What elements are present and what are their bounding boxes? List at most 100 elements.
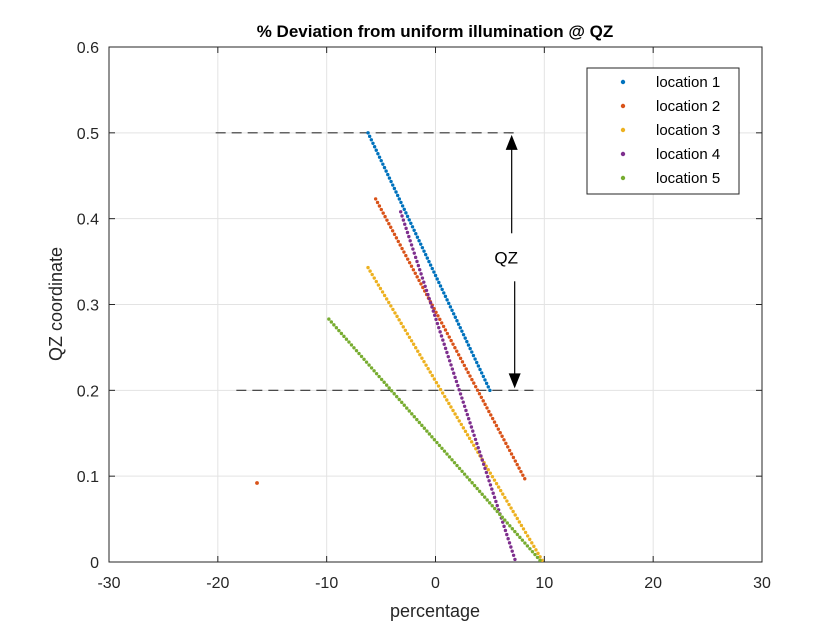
data-point — [430, 435, 434, 439]
data-point — [423, 284, 427, 288]
data-point — [471, 429, 475, 433]
data-point — [473, 384, 478, 389]
data-point — [463, 429, 468, 434]
data-point — [434, 317, 438, 322]
data-point — [445, 331, 450, 336]
data-point — [452, 371, 456, 375]
data-point — [455, 349, 459, 353]
data-point — [446, 354, 450, 359]
data-point — [521, 527, 526, 531]
data-point — [473, 357, 477, 361]
data-point — [476, 364, 481, 368]
data-point — [402, 403, 406, 407]
data-point — [416, 263, 421, 268]
data-point — [419, 272, 423, 276]
data-point — [436, 314, 440, 318]
data-point — [484, 381, 489, 386]
data-point — [431, 309, 436, 313]
qz-arrow-head-down — [508, 373, 521, 389]
data-point — [466, 370, 470, 375]
data-point — [373, 197, 378, 201]
data-point — [530, 549, 535, 554]
data-point — [483, 402, 487, 407]
data-point — [476, 445, 480, 450]
data-point — [477, 450, 482, 454]
data-point — [472, 433, 476, 437]
data-point — [498, 430, 502, 435]
data-point — [525, 544, 530, 548]
data-point — [377, 204, 382, 208]
data-point — [382, 165, 387, 170]
data-point — [495, 509, 499, 514]
y-tick-label: 0.4 — [77, 212, 99, 229]
data-point — [470, 377, 474, 382]
data-point — [492, 495, 497, 500]
data-point — [384, 383, 389, 387]
data-point — [515, 462, 519, 467]
data-point — [488, 483, 493, 487]
data-point — [409, 264, 414, 268]
data-point — [455, 319, 459, 323]
data-point — [415, 275, 419, 279]
data-point — [438, 317, 442, 322]
data-point — [461, 400, 465, 404]
data-point — [530, 541, 534, 545]
data-point — [481, 462, 486, 466]
data-point — [465, 412, 470, 417]
data-point — [449, 405, 453, 409]
legend-marker — [620, 151, 626, 157]
data-point — [469, 425, 474, 429]
data-point — [518, 535, 522, 540]
data-point — [374, 279, 379, 284]
data-point — [480, 492, 484, 496]
data-point — [390, 229, 395, 233]
data-point — [447, 359, 452, 363]
data-point — [372, 276, 376, 280]
data-point — [440, 446, 444, 451]
data-point — [496, 427, 501, 431]
data-point — [409, 243, 414, 247]
data-point — [406, 257, 410, 261]
data-point — [425, 429, 429, 433]
data-point — [455, 415, 459, 420]
data-point — [424, 288, 429, 293]
x-axis-label: percentage — [390, 601, 480, 621]
data-point — [470, 481, 474, 485]
data-point — [372, 369, 376, 373]
data-point — [468, 346, 472, 351]
data-point — [442, 291, 446, 295]
data-point — [475, 360, 479, 365]
data-point — [405, 230, 410, 235]
data-point — [498, 488, 503, 493]
legend-label: location 5 — [656, 170, 720, 187]
data-point — [447, 335, 451, 339]
data-point — [425, 256, 430, 260]
data-point — [364, 360, 369, 364]
data-point — [428, 301, 433, 305]
data-point — [519, 523, 524, 528]
data-point — [506, 445, 510, 449]
data-point — [391, 183, 395, 187]
data-point — [411, 268, 416, 272]
data-point — [407, 218, 411, 222]
data-point — [402, 250, 406, 254]
data-point — [453, 315, 458, 319]
data-point — [450, 308, 454, 312]
data-point — [392, 186, 397, 191]
qz-arrow-head-up — [505, 134, 518, 150]
data-point — [505, 521, 510, 525]
data-point — [411, 247, 415, 251]
data-point — [513, 459, 518, 463]
data-point — [404, 226, 408, 231]
data-point — [402, 207, 406, 212]
data-point — [464, 408, 468, 413]
data-point — [511, 509, 515, 514]
data-point — [428, 263, 433, 267]
data-points — [255, 131, 544, 562]
data-point — [413, 271, 417, 276]
data-point — [453, 345, 457, 350]
data-point — [461, 426, 466, 430]
data-point — [533, 552, 537, 557]
data-point — [400, 400, 404, 405]
data-point — [369, 138, 374, 142]
